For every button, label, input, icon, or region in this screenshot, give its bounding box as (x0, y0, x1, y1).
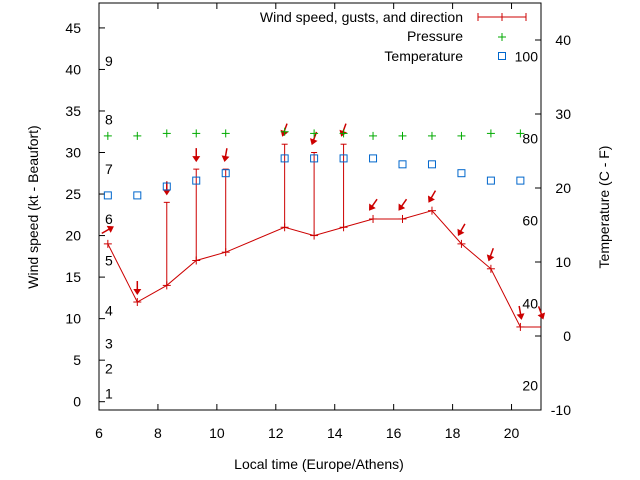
y-left-tick-label: 30 (65, 145, 81, 161)
arrow-head (428, 195, 435, 203)
y-right-tick-label: 40 (555, 32, 571, 48)
temperature-point (516, 176, 525, 185)
temperature-point (457, 169, 466, 178)
arrow-head (369, 203, 376, 211)
legend: Wind speed, gusts, and direction Pressure… (260, 9, 527, 64)
x-tick-label: 16 (386, 425, 402, 441)
temperature-point (398, 160, 407, 169)
wind-direction-arrow (101, 225, 114, 235)
beaufort-label: 7 (105, 161, 113, 177)
wind-direction-arrow (516, 305, 525, 320)
y-left-tick-label: 45 (65, 20, 81, 36)
y-left-tick-label: 15 (65, 269, 81, 285)
temperature-point (486, 176, 495, 185)
temperature-point (339, 154, 348, 163)
y-left-tick-label: 10 (65, 311, 81, 327)
legend-swatch-temperature (498, 52, 506, 60)
wind-direction-arrow (486, 247, 495, 262)
temperature-point (103, 191, 112, 200)
fahrenheit-label: 100 (515, 48, 539, 64)
arrow-head (162, 189, 171, 196)
y-left-tick-label: 5 (73, 352, 81, 368)
y-right-tick-label: 30 (555, 106, 571, 122)
y-left-tick-label: 40 (65, 61, 81, 77)
arrow-head (106, 225, 114, 233)
legend-label-pressure: Pressure (407, 28, 463, 44)
x-tick-label: 12 (268, 425, 284, 441)
x-tick-label: 10 (209, 425, 225, 441)
arrow-head (398, 203, 406, 211)
fahrenheit-label: 60 (522, 213, 538, 229)
wind-direction-arrow (428, 190, 437, 203)
arrow-head (310, 138, 318, 146)
arrow-head (192, 156, 201, 163)
series-group (101, 123, 546, 331)
x-tick-label: 14 (327, 425, 343, 441)
x-tick-label: 6 (95, 425, 103, 441)
wind-direction-arrow (192, 148, 201, 163)
temperature-point (221, 169, 230, 178)
beaufort-label: 2 (105, 360, 113, 376)
temperature-point (280, 154, 289, 163)
beaufort-label: 8 (105, 111, 113, 127)
wind-direction-arrow (133, 281, 142, 296)
y-right-tick-label: 0 (563, 328, 571, 344)
arrow-head (516, 313, 525, 320)
arrow-head (486, 254, 495, 262)
y-left-tick-label: 35 (65, 103, 81, 119)
x-tick-label: 20 (504, 425, 520, 441)
wind-direction-arrow (457, 223, 466, 236)
temperature-point (192, 176, 201, 185)
axis-titles: Local time (Europe/Athens) Wind speed (k… (25, 125, 612, 472)
arrow-head (221, 155, 230, 163)
y-right-tick-label: 10 (555, 254, 571, 270)
temperature-point (427, 160, 436, 169)
x-tick-label: 18 (445, 425, 461, 441)
wind-direction-arrow (537, 306, 546, 320)
arrow-head (133, 289, 142, 296)
y-left-tick-label: 25 (65, 186, 81, 202)
legend-label-temperature: Temperature (384, 48, 463, 64)
beaufort-label: 5 (105, 252, 113, 268)
y-left-tick-label: 20 (65, 228, 81, 244)
y-axis-right-title: Temperature (C - F) (596, 146, 612, 269)
fahrenheit-label: 80 (522, 130, 538, 146)
x-axis-title: Local time (Europe/Athens) (234, 456, 404, 472)
temperature-point (133, 191, 142, 200)
plot-frame (98, 2, 542, 411)
y-left-tick-label: 0 (73, 394, 81, 410)
y-axis-left-title: Wind speed (kt - Beaufort) (25, 125, 41, 288)
wind-direction-arrow (221, 148, 230, 163)
fahrenheit-label: 40 (522, 295, 538, 311)
x-tick-label: 8 (154, 425, 162, 441)
axes-group: 6 8 10 12 14 16 18 20051015202530354045-1001020… (65, 2, 571, 441)
beaufort-label: 1 (105, 385, 113, 401)
temperature-point (310, 154, 319, 163)
temperature-point (162, 182, 171, 191)
beaufort-label: 9 (105, 53, 113, 69)
y-right-tick-label: 20 (555, 180, 571, 196)
y-right-tick-label: -10 (551, 402, 571, 418)
wind-direction-arrow (369, 198, 378, 211)
legend-label-wind: Wind speed, gusts, and direction (260, 9, 463, 25)
temperature-point (369, 154, 378, 163)
beaufort-label: 4 (105, 302, 113, 318)
wind-direction-arrow (398, 198, 408, 211)
beaufort-label: 3 (105, 336, 113, 352)
beaufort-label: 6 (105, 211, 113, 227)
arrow-head (537, 312, 546, 320)
fahrenheit-label: 20 (522, 378, 538, 394)
arrow-head (457, 228, 465, 236)
